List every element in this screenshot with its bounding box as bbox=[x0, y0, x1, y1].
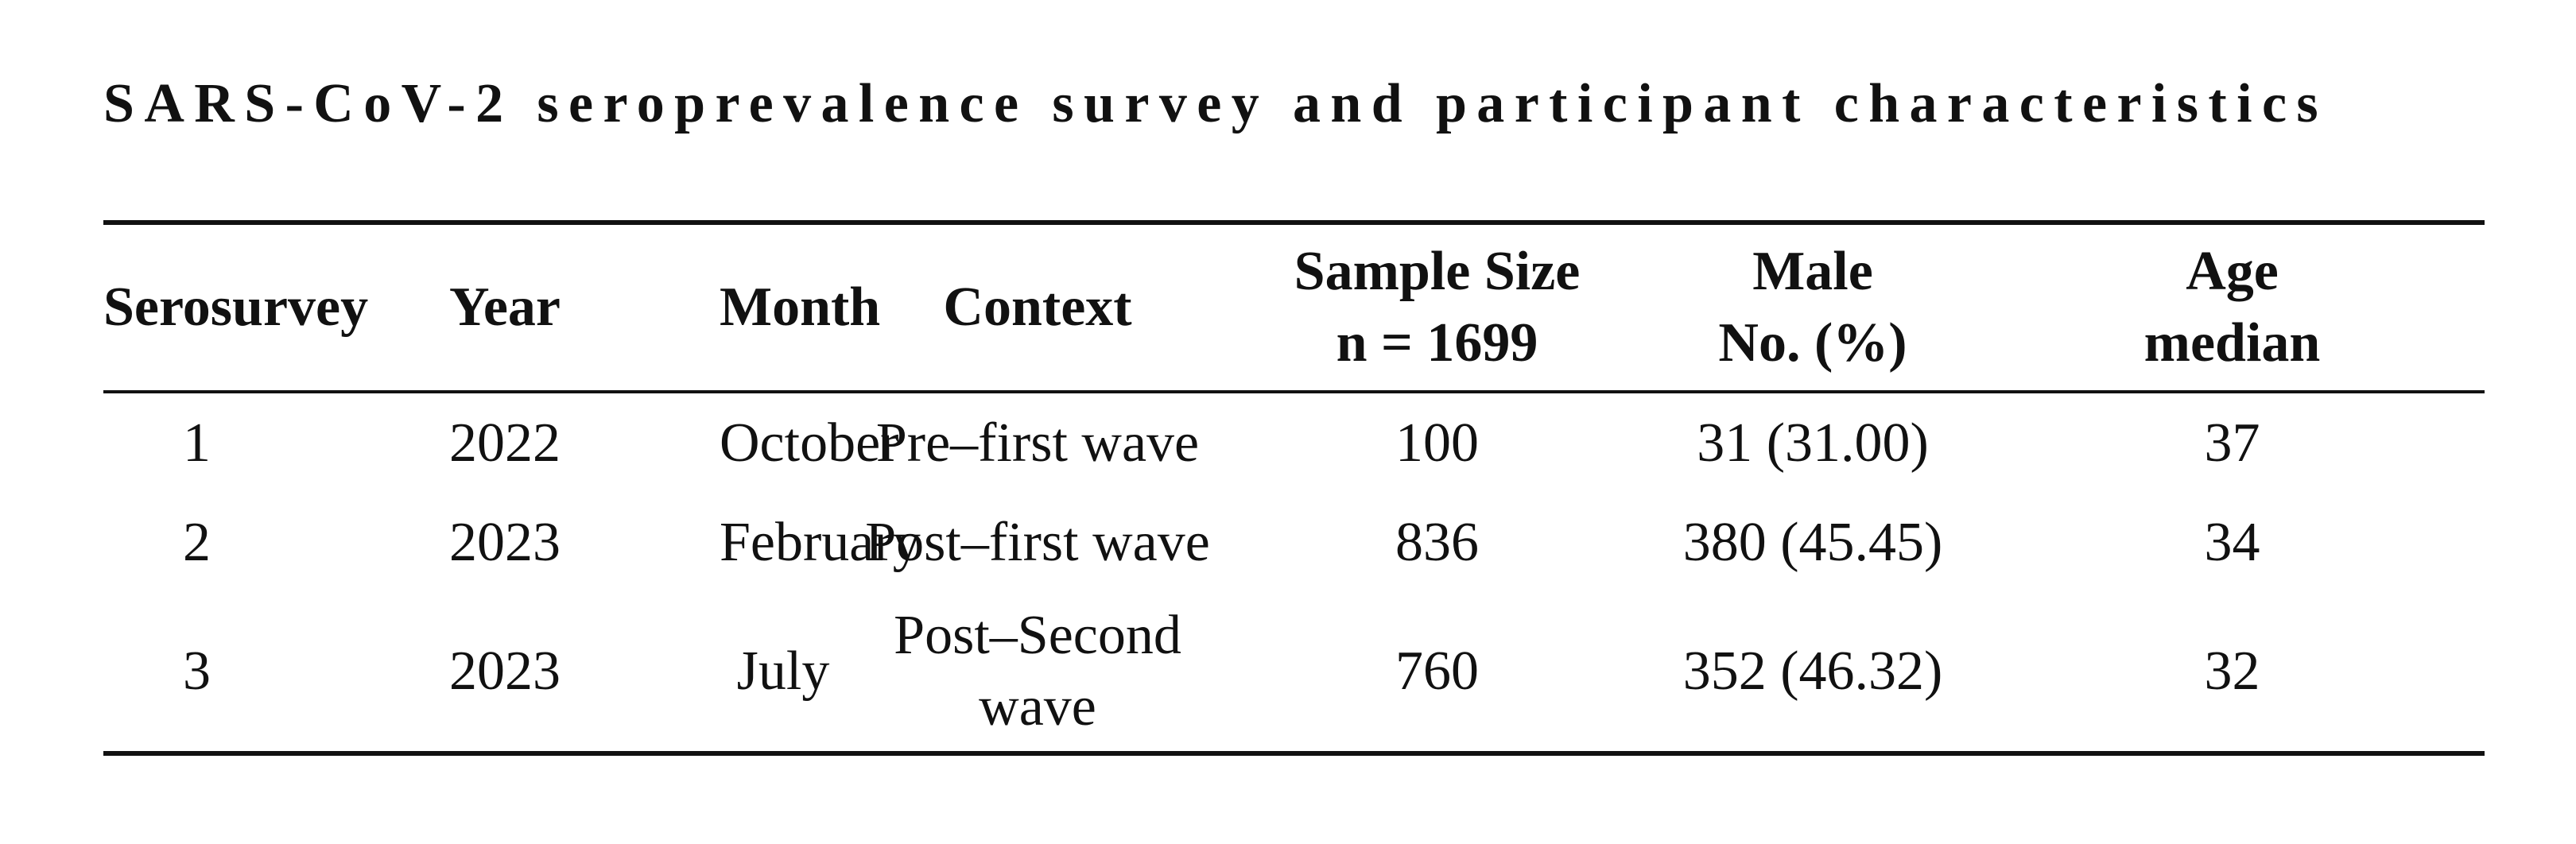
cell-month: October bbox=[720, 412, 899, 474]
cell-age-median: 37 bbox=[2204, 412, 2260, 474]
table-row: 3 2023 July Post–Second wave 760 352 (46.… bbox=[103, 592, 2485, 753]
header-context: Context bbox=[943, 277, 1132, 338]
cell-male: 31 (31.00) bbox=[1697, 412, 1929, 474]
cell-serosurvey: 1 bbox=[183, 412, 211, 474]
cell-sample-size: 100 bbox=[1395, 412, 1479, 474]
cell-male: 380 (45.45) bbox=[1682, 511, 1943, 573]
cell-context: Post–first wave bbox=[865, 511, 1210, 573]
table-row: 1 2022 October Pre–first wave 100 31 (31… bbox=[103, 392, 2485, 493]
cell-month: July bbox=[736, 641, 830, 702]
header-male: Male No. (%) bbox=[1718, 241, 1907, 374]
header-month: Month bbox=[720, 277, 881, 338]
cell-male: 352 (46.32) bbox=[1682, 641, 1943, 702]
serosurvey-table: Serosurvey Year Month Context Sample Siz… bbox=[103, 220, 2485, 756]
cell-year: 2023 bbox=[449, 641, 561, 702]
header-sample-size: Sample Size n = 1699 bbox=[1294, 241, 1581, 374]
header-age-median: Age median bbox=[2143, 241, 2321, 374]
cell-year: 2022 bbox=[449, 412, 561, 474]
cell-sample-size: 836 bbox=[1395, 511, 1479, 573]
table-title: SARS-CoV-2 seroprevalence survey and par… bbox=[103, 73, 2329, 134]
table-row: 2 2023 February Post–first wave 836 380 … bbox=[103, 493, 2485, 592]
cell-age-median: 34 bbox=[2204, 511, 2260, 573]
header-row: Serosurvey Year Month Context Sample Siz… bbox=[103, 223, 2485, 392]
cell-serosurvey: 2 bbox=[183, 511, 211, 573]
cell-context: Post–Second wave bbox=[894, 605, 1181, 738]
cell-age-median: 32 bbox=[2204, 641, 2260, 702]
cell-sample-size: 760 bbox=[1395, 641, 1479, 702]
header-serosurvey: Serosurvey bbox=[103, 277, 369, 338]
cell-year: 2023 bbox=[449, 511, 561, 573]
header-year: Year bbox=[449, 277, 561, 338]
cell-serosurvey: 3 bbox=[183, 641, 211, 702]
cell-month: February bbox=[720, 511, 921, 573]
cell-context: Pre–first wave bbox=[875, 412, 1200, 474]
